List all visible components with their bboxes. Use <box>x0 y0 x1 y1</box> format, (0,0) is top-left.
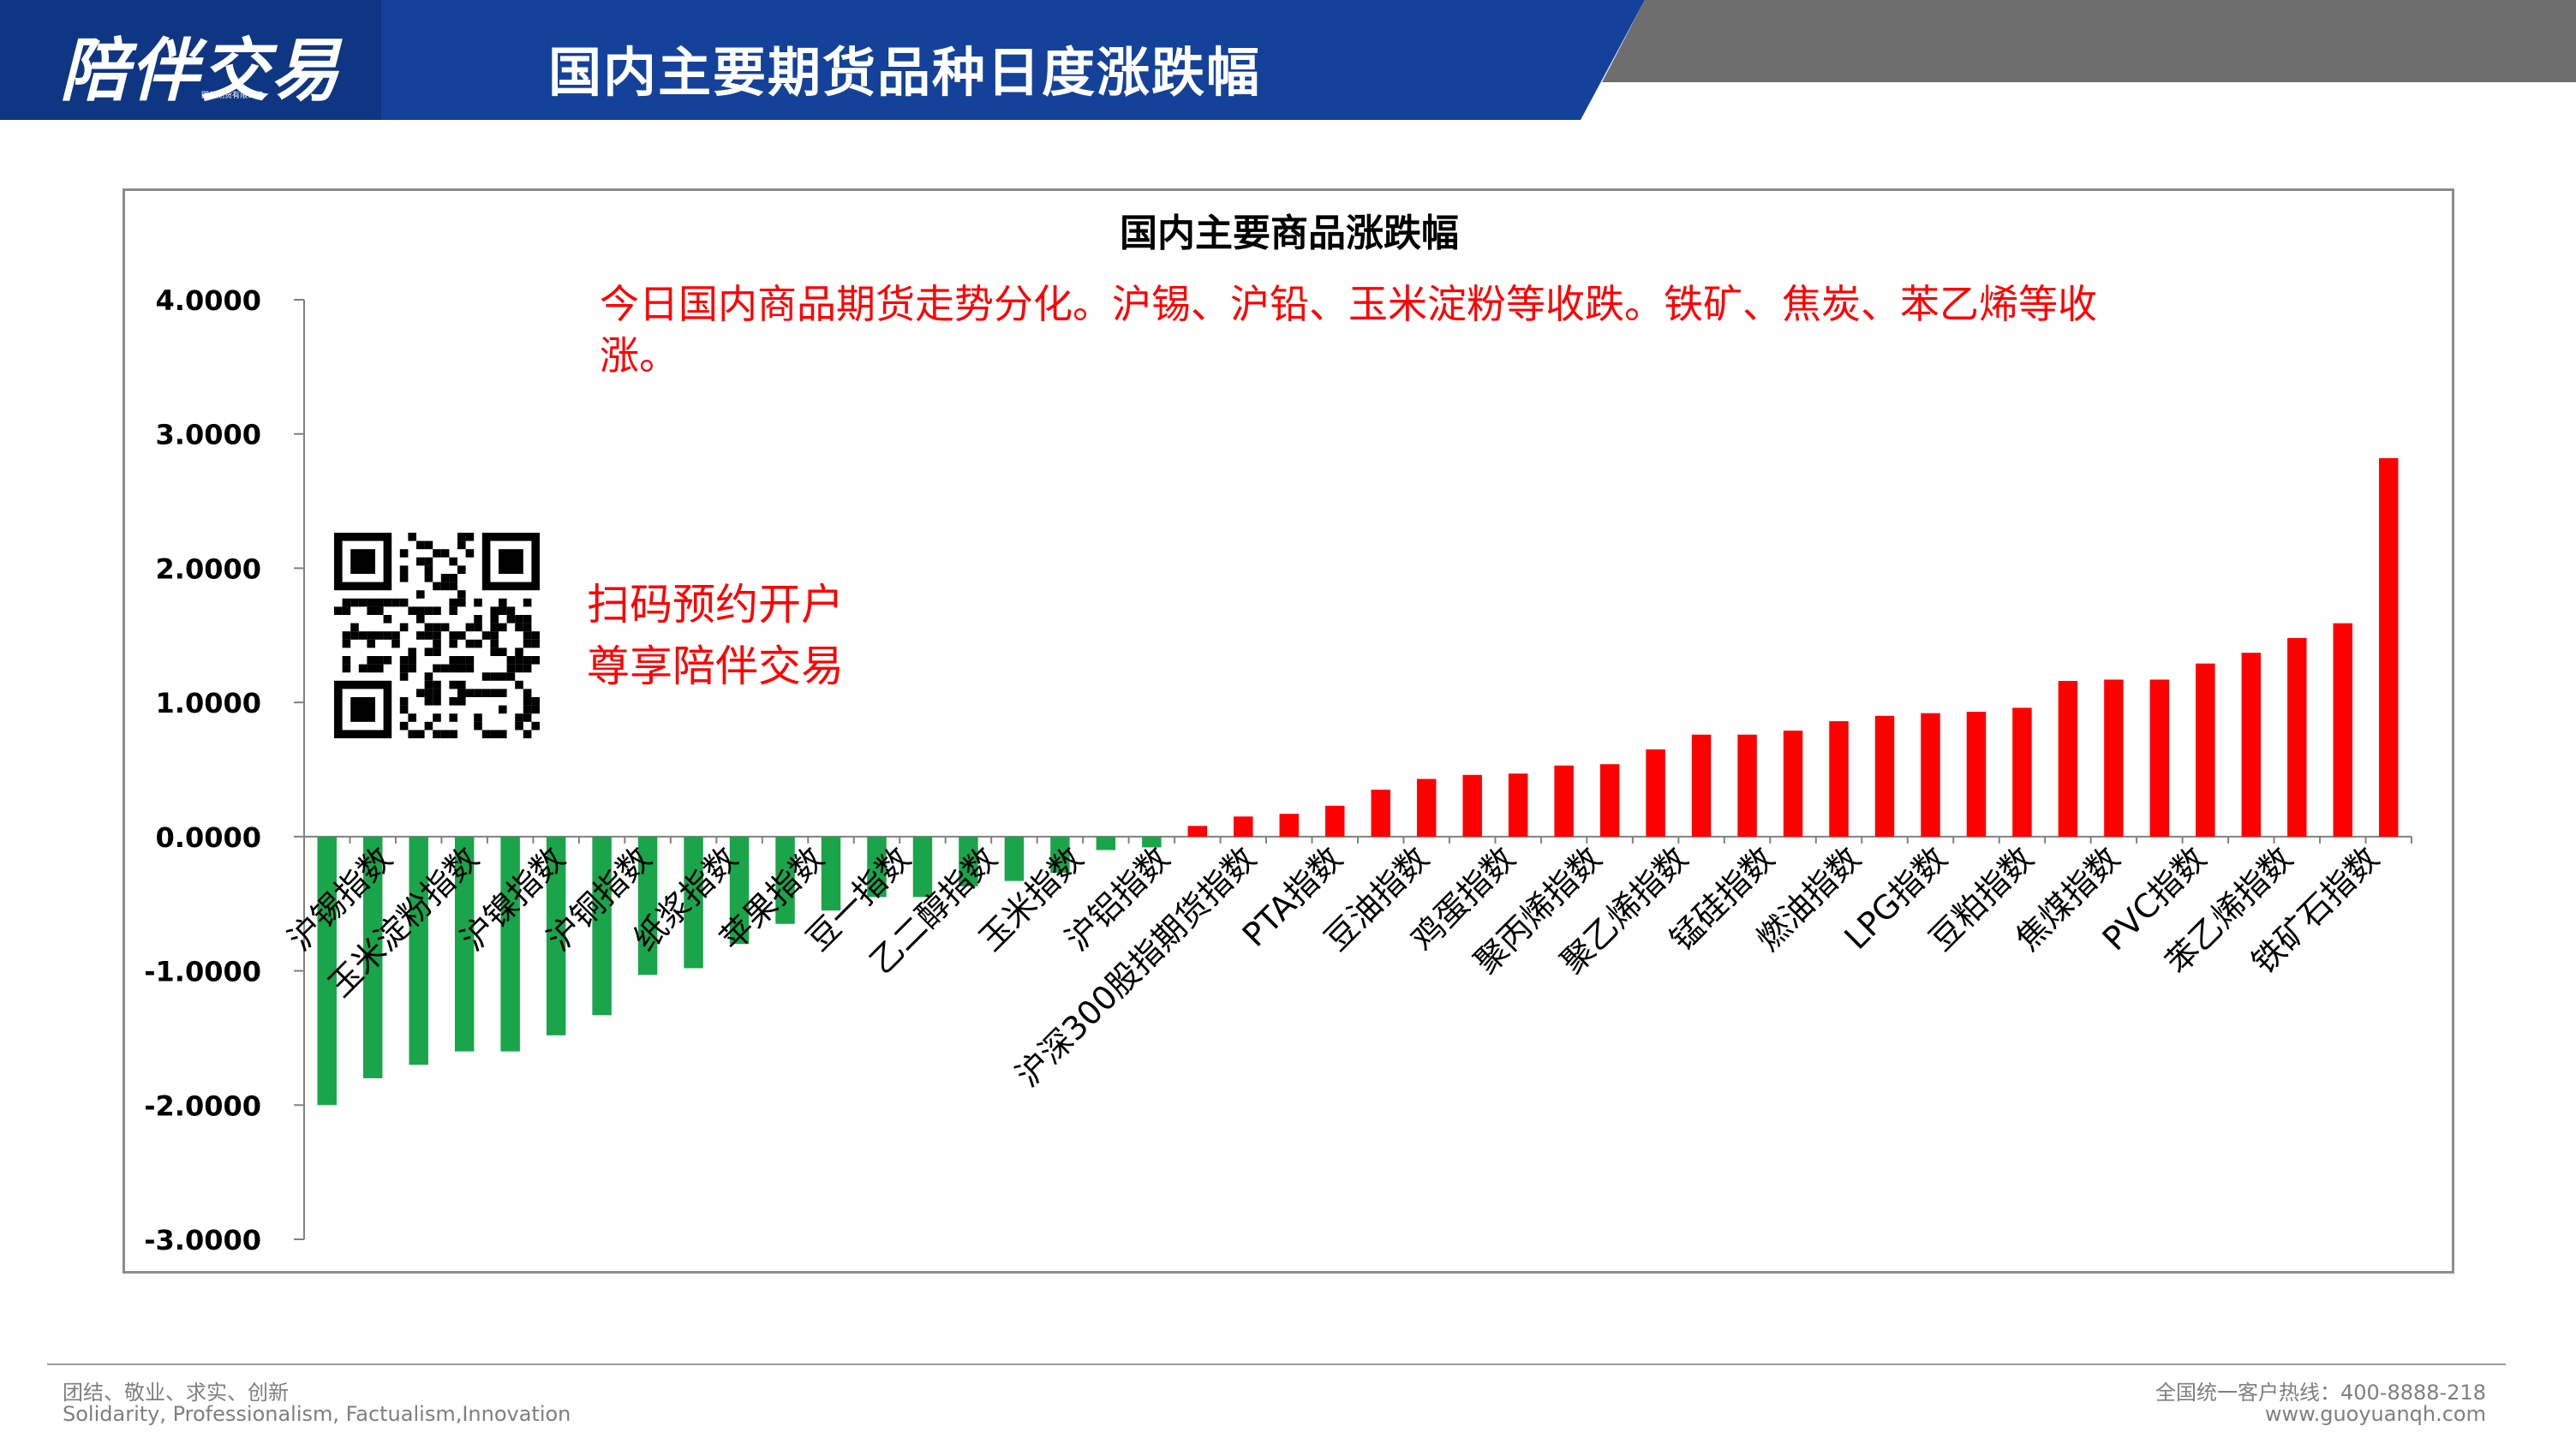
y-tick-label: 4.0000 <box>156 284 261 317</box>
bar <box>2196 663 2215 837</box>
bar <box>1371 790 1390 837</box>
bar <box>1279 814 1300 837</box>
bar <box>2333 623 2353 837</box>
bar <box>454 836 475 1052</box>
bar <box>1142 836 1162 848</box>
bar <box>1004 836 1025 881</box>
y-axis: 4.0000 3.0000 2.0000 1.0000 0.0000 -1.0000 -2.… <box>144 284 305 1256</box>
bar <box>2241 653 2262 837</box>
bar <box>959 836 978 886</box>
bar <box>729 836 750 945</box>
footer-website: www.guoyuanqh.com <box>2264 1402 2486 1426</box>
bar <box>637 836 658 976</box>
chart-frame <box>123 188 2454 1274</box>
y-tick-label: -1.0000 <box>144 956 261 988</box>
y-tick-label: 2.0000 <box>156 552 261 585</box>
bar <box>1234 816 1253 837</box>
footer-divider <box>47 1363 2506 1365</box>
y-tick-label: -3.0000 <box>144 1224 261 1256</box>
bar <box>1829 721 1849 837</box>
bar <box>317 836 337 1106</box>
promo-text: 扫码预约开户 尊享陪伴交易 <box>587 574 844 697</box>
bar <box>1783 731 1803 837</box>
bar <box>1599 764 1620 837</box>
promo-line-1: 扫码预约开户 <box>587 580 844 630</box>
bar <box>1050 836 1070 874</box>
y-tick-label: 3.0000 <box>156 419 261 451</box>
bar <box>409 836 428 1065</box>
bar <box>1554 765 1574 837</box>
bar <box>775 836 795 924</box>
bar <box>1874 715 1895 837</box>
bar <box>1096 836 1116 850</box>
y-tick-label: 0.0000 <box>156 821 261 854</box>
bar <box>684 836 703 969</box>
bar <box>1646 749 1665 837</box>
footer-slogan-en: Solidarity, Professionalism, Factualism,… <box>63 1402 571 1426</box>
bar <box>2104 679 2124 837</box>
footer-hotline: 全国统一客户热线：400-8888-218 <box>2155 1381 2486 1405</box>
bar <box>912 836 933 898</box>
logo: 陪伴交易 国元期货有限公司 <box>0 0 381 120</box>
bar <box>1508 773 1528 837</box>
bar <box>592 836 612 1016</box>
x-axis <box>304 835 2412 844</box>
chart-title: 国内主要商品涨跌幅 <box>1120 212 1459 255</box>
bar <box>2149 679 2170 837</box>
bar <box>1187 826 1208 837</box>
bar <box>1416 779 1437 837</box>
chart-annotation: 今日国内商品期货走势分化。沪锡、沪铅、玉米淀粉等收跌。铁矿、焦炭、苯乙烯等收涨。 <box>600 281 2097 379</box>
bar <box>1325 805 1345 837</box>
bar <box>2012 707 2032 837</box>
bar <box>500 836 520 1052</box>
footer-slogan-cn: 团结、敬业、求实、创新 <box>63 1381 289 1405</box>
bar <box>2379 457 2399 837</box>
bar <box>821 836 841 911</box>
bar <box>867 836 887 898</box>
promo-line-2: 尊享陪伴交易 <box>587 641 844 691</box>
bar <box>1966 712 1987 837</box>
y-tick-label: 1.0000 <box>156 687 261 719</box>
qr-code-icon <box>334 533 540 738</box>
bar <box>2287 637 2307 837</box>
page-title: 国内主要期货品种日度涨跌幅 <box>548 41 1262 104</box>
logo-subtext: 国元期货有限公司 <box>201 92 264 100</box>
logo-text: 陪伴交易 <box>60 30 341 110</box>
bar <box>1691 734 1712 837</box>
bar <box>1921 713 1940 837</box>
bar <box>1462 774 1482 837</box>
bar <box>2058 681 2078 837</box>
y-tick-label: -2.0000 <box>144 1089 261 1122</box>
bar <box>1737 734 1757 837</box>
bar <box>362 836 383 1078</box>
header-accent-stripe <box>1602 0 2576 82</box>
bar <box>546 836 566 1035</box>
bar-series <box>317 457 2399 1106</box>
